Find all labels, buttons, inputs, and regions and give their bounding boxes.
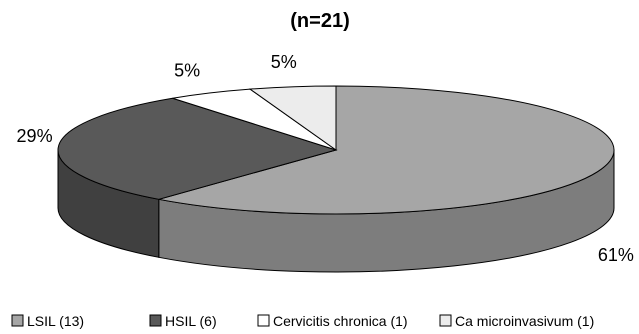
legend-swatch	[149, 314, 162, 327]
legend-item-hsil: HSIL (6)	[149, 313, 217, 329]
pie-slices	[57, 85, 615, 215]
legend-label: LSIL (13)	[27, 313, 84, 329]
chart-title: (n=21)	[290, 10, 349, 32]
legend-label: Cervicitis chronica (1)	[273, 313, 408, 329]
data-label-ca-microinvasivum: 5%	[271, 52, 297, 72]
data-label-cervicitis-chronica: 5%	[174, 61, 200, 81]
legend-swatch	[439, 314, 452, 327]
data-labels: 61% 29% 5% 5%	[17, 52, 634, 265]
legend-item-lsil: LSIL (13)	[11, 313, 84, 329]
legend-item-cervicitis-chronica: Cervicitis chronica (1)	[257, 313, 408, 329]
legend: LSIL (13) HSIL (6) Cervicitis chronica (1)…	[11, 313, 594, 329]
legend-item-ca-microinvasivum: Ca microinvasivum (1)	[439, 313, 594, 329]
legend-label: HSIL (6)	[165, 313, 217, 329]
legend-swatch	[257, 314, 270, 327]
slice-lsil	[158, 85, 615, 215]
legend-label: Ca microinvasivum (1)	[455, 313, 594, 329]
data-label-lsil: 61%	[598, 245, 634, 265]
data-label-hsil: 29%	[17, 126, 53, 146]
slice-hsil	[57, 97, 338, 200]
legend-swatch	[11, 314, 24, 327]
slice-ca-microinvasivum	[248, 85, 337, 151]
